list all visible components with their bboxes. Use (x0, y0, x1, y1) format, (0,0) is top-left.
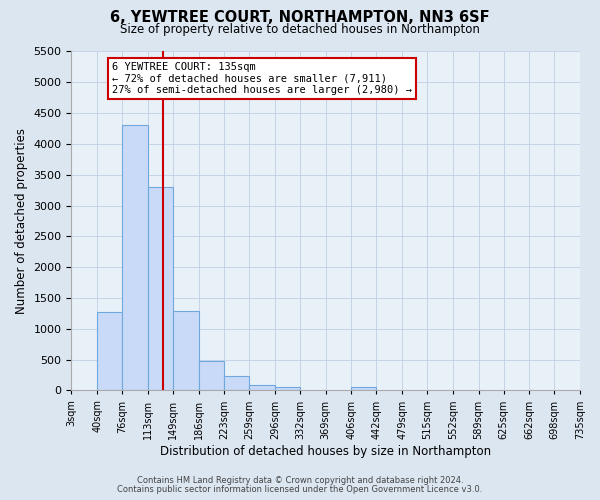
Bar (173, 311, 199, 390)
Bar (199, 361, 224, 390)
Text: Contains public sector information licensed under the Open Government Licence v3: Contains public sector information licen… (118, 485, 482, 494)
Bar (275, 387, 300, 390)
Y-axis label: Number of detached properties: Number of detached properties (15, 128, 28, 314)
Bar (148, 187, 173, 390)
Text: 6 YEWTREE COURT: 135sqm
← 72% of detached houses are smaller (7,911)
27% of semi: 6 YEWTREE COURT: 135sqm ← 72% of detache… (112, 62, 412, 95)
Text: Size of property relative to detached houses in Northampton: Size of property relative to detached ho… (120, 22, 480, 36)
Text: Contains HM Land Registry data © Crown copyright and database right 2024.: Contains HM Land Registry data © Crown c… (137, 476, 463, 485)
X-axis label: Distribution of detached houses by size in Northampton: Distribution of detached houses by size … (160, 444, 491, 458)
Bar (122, 126, 148, 390)
Bar (352, 387, 376, 390)
Bar (249, 384, 275, 390)
Text: 6, YEWTREE COURT, NORTHAMPTON, NN3 6SF: 6, YEWTREE COURT, NORTHAMPTON, NN3 6SF (110, 10, 490, 25)
Bar (224, 376, 249, 390)
Bar (97, 312, 122, 390)
